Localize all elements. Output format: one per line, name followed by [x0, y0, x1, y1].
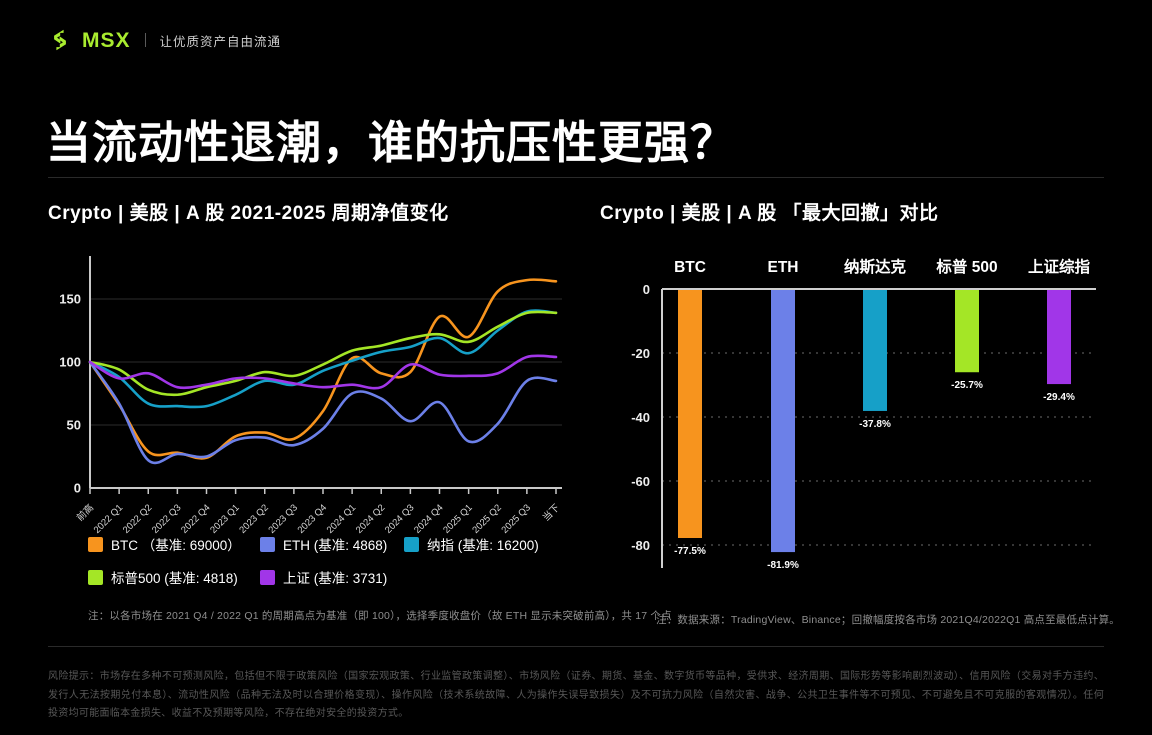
category-label-4: 上证综指 — [1028, 257, 1091, 276]
line-series-ETH — [88, 360, 558, 465]
y-tick-label: 100 — [59, 355, 81, 370]
legend-swatch-ETH — [260, 536, 275, 552]
bar-chart-section: Crypto | 美股 | A 股 「最大回撤」对比 0 -20 -40 -60 -80… — [600, 198, 1120, 626]
bar-value-label-0: -77.5% — [674, 546, 706, 557]
category-label-1: ETH — [768, 259, 799, 276]
y-tick-label: 0 — [643, 282, 650, 297]
legend-label-BTC: BTC （基准: 69000） — [111, 538, 241, 553]
x-tick-label: 2024 Q3 — [383, 502, 417, 536]
brand-tagline: 让优质资产自由流通 — [159, 34, 282, 49]
y-tick-label: 0 — [74, 481, 81, 496]
x-tick-label: 2023 Q2 — [237, 502, 271, 536]
x-tick-label: 2024 Q2 — [354, 502, 388, 536]
header: MSX 让优质资产自由流通 — [48, 28, 281, 52]
line-series-上证 — [88, 354, 558, 390]
bar-value-label-4: -29.4% — [1043, 392, 1075, 403]
y-tick-label: -40 — [631, 410, 650, 425]
x-tick-label: 2022 Q1 — [92, 502, 126, 536]
bar-1 — [771, 290, 795, 553]
legend-label-上证: 上证 (基准: 3731) — [283, 571, 388, 586]
y-tick-label: -80 — [631, 538, 650, 553]
legend-label-ETH: ETH (基准: 4868) — [283, 538, 388, 553]
y-tick-label: -20 — [631, 346, 650, 361]
line-series-标普500 — [88, 310, 558, 397]
x-tick-label: 2022 Q3 — [150, 502, 184, 536]
line-series-BTC — [88, 278, 558, 460]
legend-swatch-标普500 — [88, 569, 103, 585]
legend-label-纳指: 纳指 (基准: 16200) — [427, 538, 539, 553]
bar-chart-title: Crypto | 美股 | A 股 「最大回撤」对比 — [600, 203, 939, 224]
x-tick-label: 2024 Q1 — [325, 502, 359, 536]
top-divider — [48, 177, 1104, 178]
line-chart-note: 注：以各市场在 2021 Q4 / 2022 Q1 的周期高点为基准（即 100… — [88, 610, 672, 622]
bar-0 — [678, 290, 702, 538]
category-label-2: 纳斯达克 — [844, 257, 907, 276]
legend-item-标普500: 标普500 (基准: 4818) — [88, 567, 260, 587]
y-tick-label: 50 — [67, 418, 81, 433]
legend-item-ETH: ETH (基准: 4868) — [260, 534, 404, 554]
line-series-纳指 — [88, 309, 558, 409]
bar-value-label-1: -81.9% — [767, 560, 799, 571]
bar-4 — [1047, 290, 1071, 385]
category-label-3: 标普 500 — [935, 257, 997, 276]
legend-swatch-上证 — [260, 569, 275, 585]
y-tick-label: 150 — [59, 292, 81, 307]
x-tick-label: 2022 Q4 — [179, 502, 213, 536]
max-drawdown-bar-chart: 0 -20 -40 -60 -80 BTC -77.5% ETH -81.9% 纳斯达克 -37.8… — [631, 257, 1096, 571]
line-chart-section: Crypto | 美股 | A 股 2021-2025 周期净值变化 0 50 10… — [48, 198, 672, 622]
category-label-0: BTC — [674, 259, 706, 276]
bar-chart-note: 注：数据来源：TradingView、Binance；回撤幅度按各市场 2021… — [656, 614, 1121, 626]
legend-item-BTC: BTC （基准: 69000） — [88, 534, 260, 554]
x-tick-label: 前高 — [74, 502, 96, 524]
line-chart-legend: BTC （基准: 69000） ETH (基准: 4868) 纳指 (基准: 162… — [88, 534, 539, 587]
bar-value-label-2: -37.8% — [859, 419, 891, 430]
legend-swatch-BTC — [88, 536, 103, 552]
x-tick-label: 当下 — [540, 502, 562, 524]
page-title: 当流动性退潮，谁的抗压性更强？ — [46, 117, 737, 169]
x-tick-label: 2023 Q3 — [266, 502, 300, 536]
x-tick-label: 2022 Q2 — [121, 502, 155, 536]
logo-text: MSX — [82, 28, 131, 52]
x-tick-label: 2025 Q1 — [441, 502, 475, 536]
header-separator — [144, 33, 146, 47]
x-tick-label: 2025 Q2 — [470, 502, 504, 536]
x-tick-label: 2025 Q3 — [499, 502, 533, 536]
y-tick-label: -60 — [631, 474, 650, 489]
legend-label-标普500: 标普500 (基准: 4818) — [111, 571, 238, 586]
bar-value-label-3: -25.7% — [951, 380, 983, 391]
x-tick-label: 2024 Q4 — [412, 502, 446, 536]
footer-divider — [48, 646, 1104, 647]
legend-item-纳指: 纳指 (基准: 16200) — [404, 534, 539, 554]
x-tick-label: 2023 Q4 — [296, 502, 330, 536]
risk-disclaimer: 风险提示：市场存在多种不可预测风险，包括但不限于政策风险（国家宏观政策、行业监管… — [48, 671, 1104, 719]
legend-item-上证: 上证 (基准: 3731) — [260, 567, 404, 587]
line-chart-title: Crypto | 美股 | A 股 2021-2025 周期净值变化 — [48, 203, 449, 224]
legend-swatch-纳指 — [404, 536, 419, 552]
msx-logo-icon — [54, 29, 66, 51]
bar-2 — [863, 290, 887, 411]
bar-3 — [955, 290, 979, 373]
x-tick-label: 2023 Q1 — [208, 502, 242, 536]
